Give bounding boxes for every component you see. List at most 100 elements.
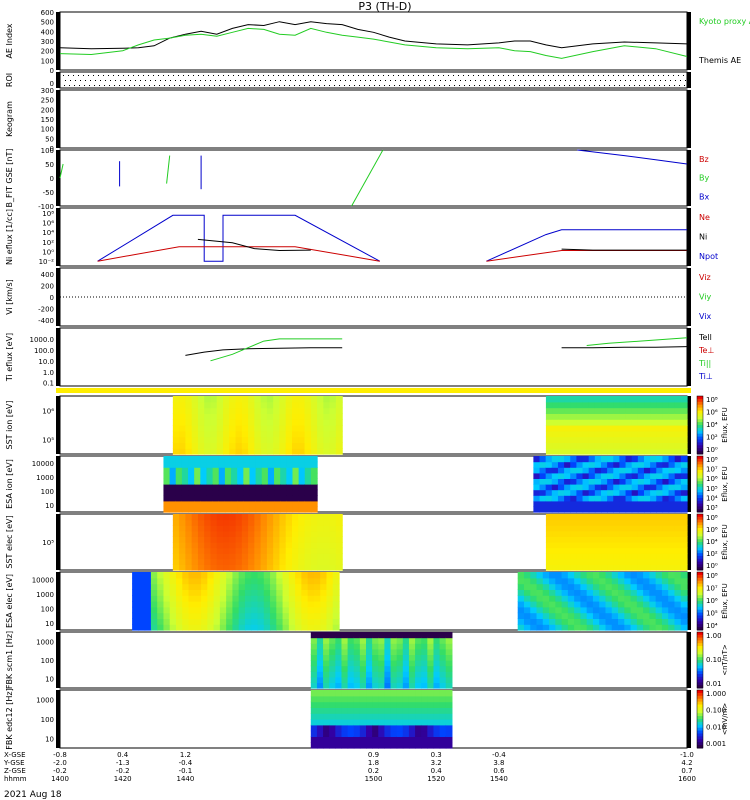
spectrogram-cell [307,589,315,596]
spectrogram-cell [588,413,596,420]
roi-dot [628,75,629,76]
spectrogram-cell [347,713,355,720]
spectrogram-cell [545,495,553,502]
spectrogram-cell [310,495,318,502]
spectrogram-cell [241,396,249,403]
spectrogram-cell [421,695,428,703]
spectrogram-cell [235,530,243,537]
spectrogram-cell [644,407,651,414]
spectrogram-cell [255,495,263,502]
roi-dot [475,80,476,81]
spectrogram-cell [150,583,158,590]
spectrogram-cell [680,558,688,565]
spectrogram-cell [304,413,312,420]
spectrogram-cell [335,407,343,414]
spectrogram-cell [267,489,275,496]
spectrogram-cell [226,601,234,608]
roi-dot [680,80,681,81]
spectrogram-cell [390,695,398,703]
colorbar-cell [697,701,703,705]
spectrogram-cell [624,577,632,585]
spectrogram-cell [169,595,177,602]
spectrogram-cell [523,606,531,614]
spectrogram-cell [557,461,565,468]
spectrogram-cell [570,456,577,463]
colorbar-cell [697,433,703,438]
roi-dot [645,80,646,81]
roi-dot [385,80,386,81]
spectrogram-cell [594,506,602,513]
spectrogram-cell [295,606,302,614]
roi-dot [78,75,79,76]
spectrogram-cell [323,637,330,644]
spectrogram-cell [243,506,251,513]
spectrogram-cell [567,606,575,614]
spectrogram-cell [248,536,255,543]
spectrogram-cell [668,564,676,571]
spectrogram-cell [286,506,294,513]
spectrogram-cell [415,648,422,655]
ylabel: B_FIT GSE [nT] [5,149,14,208]
xaxis-tick-label: 1600 [678,775,696,783]
spectrogram-cell [231,478,238,485]
spectrogram-cell [326,606,334,614]
spectrogram-cell [179,547,186,554]
spectrogram-cell [594,461,602,468]
spectrogram-cell [607,478,614,485]
spectrogram-cell [668,430,676,438]
spectrogram-cell [266,514,274,521]
spectrogram-cell [323,396,331,403]
spectrogram-cell [594,472,602,479]
spectrogram-cell [545,564,553,571]
spectrogram-cell [254,525,262,532]
spectrogram-cell [266,525,274,532]
spectrogram-cell [564,419,572,426]
spectrogram-cell [576,396,584,403]
spectrogram-cell [536,618,544,625]
roi-dot [504,85,505,86]
spectrogram-cell [273,530,281,537]
spectrogram-cell [545,558,553,565]
spectrogram-cell [132,589,139,596]
spectrogram-cell [194,489,201,496]
spectrogram-cell [656,396,664,403]
spectrogram-cell [564,442,572,449]
spectrogram-cell [618,577,625,585]
spectrogram-cell [378,707,386,714]
spectrogram-cell [251,572,259,579]
spectrogram-cell [304,519,312,526]
spectrogram-cell [650,461,657,468]
spectrogram-cell [625,442,633,449]
spectrogram-cell [558,530,565,537]
spectrogram-cell [533,495,541,502]
spectrogram-cell [326,601,334,608]
spectrogram-cell [216,553,224,560]
roi-dot [543,75,544,76]
spectrogram-cell [421,730,428,737]
spectrogram-cell [650,478,657,485]
spectrogram-cell [445,637,453,644]
spectrogram-cell [445,671,453,678]
spectrogram-cell [169,484,177,491]
spectrogram-cell [329,719,336,726]
roi-dot [184,85,185,86]
spectrogram-cell [169,500,177,507]
spectrogram-cell [439,665,447,672]
spectrogram-cell [280,506,287,513]
spectrogram-cell [396,724,404,732]
spectrogram-cell [197,514,205,521]
spectrogram-cell [169,506,177,513]
roi-dot [314,85,315,86]
roi-dot [634,85,635,86]
spectrogram-cell [643,601,650,608]
spectrogram-cell [644,413,651,420]
spectrogram-cell [201,577,208,585]
spectrogram-cell [224,500,232,507]
spectrogram-cell [680,456,688,463]
spectrogram-cell [144,595,152,602]
roi-dot [68,75,69,76]
spectrogram-cell [611,583,619,590]
spectrogram-cell [415,676,422,683]
spectrogram-cell [191,396,199,403]
spectrogram-cell [329,442,337,449]
